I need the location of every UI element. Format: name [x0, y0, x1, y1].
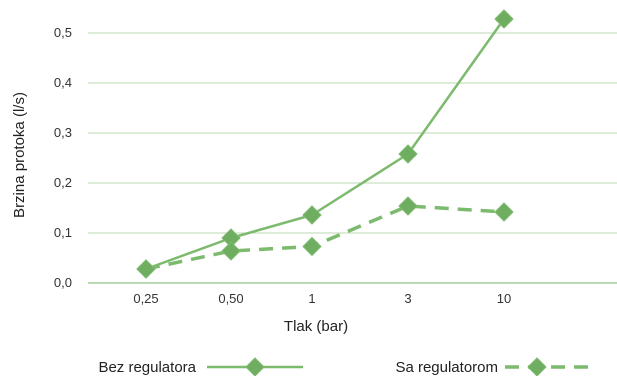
legend-marker [245, 357, 265, 376]
legend-label: Sa regulatorom [395, 359, 498, 376]
y-tick-label: 0,5 [54, 25, 72, 40]
y-tick-label: 0,2 [54, 175, 72, 190]
x-tick-label: 3 [404, 291, 411, 306]
series-line [145, 204, 505, 271]
data-point [398, 196, 418, 216]
x-tick-label: 0,25 [133, 291, 158, 306]
data-point [302, 236, 322, 257]
legend: Bez regulatora Sa regulatorom [98, 357, 590, 376]
y-tick-label: 0,0 [54, 275, 72, 290]
data-point [221, 241, 241, 261]
x-axis-title: Tlak (bar) [284, 318, 348, 335]
data-point [494, 9, 514, 29]
legend-marker [527, 357, 547, 376]
data-point [398, 144, 418, 164]
data-point [302, 205, 322, 225]
legend-item: Bez regulatora [98, 357, 303, 376]
series-2 [136, 196, 514, 279]
data-point [494, 202, 514, 222]
legend-item: Sa regulatorom [395, 357, 590, 376]
data-point [136, 259, 156, 279]
y-axis-title: Brzina protoka (l/s) [11, 92, 28, 218]
y-tick-label: 0,4 [54, 75, 72, 90]
y-tick-label: 0,3 [54, 125, 72, 140]
y-tick-label: 0,1 [54, 225, 72, 240]
x-tick-label: 0,50 [218, 291, 243, 306]
series-1 [136, 9, 514, 279]
x-tick-label: 1 [308, 291, 315, 306]
series-line [145, 18, 506, 271]
x-tick-label: 10 [497, 291, 511, 306]
legend-label: Bez regulatora [98, 359, 196, 376]
